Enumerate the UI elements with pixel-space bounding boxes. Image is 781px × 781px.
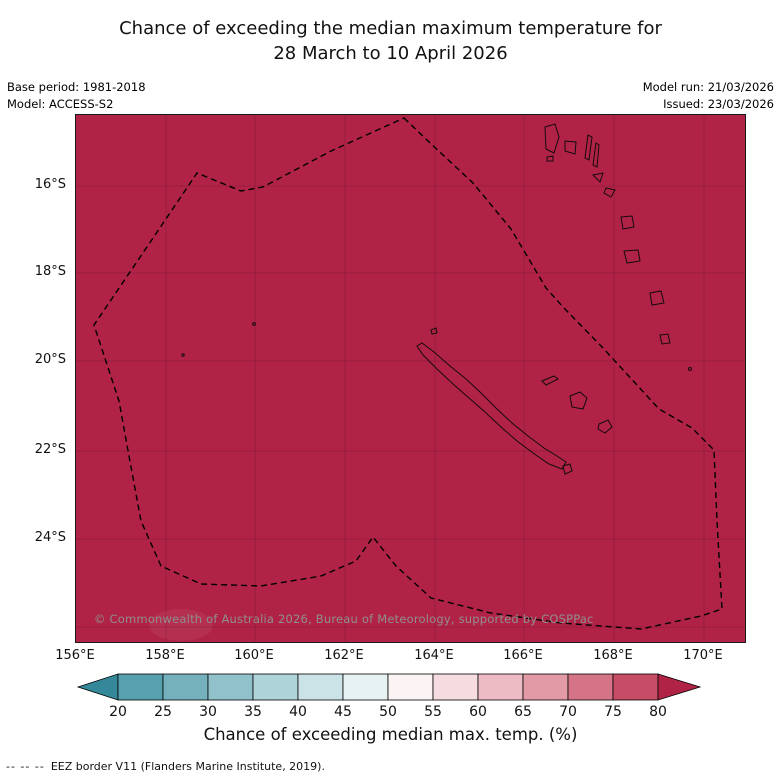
colorbar-segment xyxy=(567,673,614,701)
colorbar-segment xyxy=(297,673,344,701)
colorbar-segment xyxy=(387,673,434,701)
page-title-line2: 28 March to 10 April 2026 xyxy=(273,43,508,64)
colorbar-tick: 75 xyxy=(604,704,622,720)
island-outline-grande-terre xyxy=(416,342,567,470)
island-outline-erromango xyxy=(623,249,641,264)
y-axis-label: 22°S xyxy=(34,442,66,457)
island-outline-pentecost xyxy=(584,134,593,161)
eez-border xyxy=(93,117,723,630)
colorbar-tick: 80 xyxy=(649,704,667,720)
island-outline-ouvea xyxy=(541,375,559,386)
island-outline-malakula xyxy=(564,140,577,155)
island-outline-reef-west xyxy=(181,353,185,357)
island-outline-aneityum xyxy=(659,333,671,345)
colorbar-segment xyxy=(432,673,479,701)
colorbar-segment xyxy=(207,673,254,701)
island-outline-walpole xyxy=(688,367,692,371)
colorbar-right-arrow xyxy=(657,673,702,701)
island-outlines xyxy=(181,123,692,475)
colorbar-segment xyxy=(477,673,524,701)
colorbar-segment xyxy=(117,673,164,701)
map-canvas xyxy=(76,115,745,642)
island-outline-efate xyxy=(620,215,635,230)
colorbar-tick: 50 xyxy=(379,704,397,720)
island-outline-mare xyxy=(597,419,613,434)
colorbar-segment xyxy=(252,673,299,701)
page-title: Chance of exceeding the median maximum t… xyxy=(0,16,781,66)
island-outline-malo xyxy=(546,155,554,162)
island-outline-belep xyxy=(430,327,438,335)
eez-legend: -- -- -- EEZ border V11 (Flanders Marine … xyxy=(6,760,325,773)
y-axis-label: 16°S xyxy=(34,177,66,192)
island-outline-tanna xyxy=(649,290,665,306)
colorbar-title: Chance of exceeding median max. temp. (%… xyxy=(203,725,578,744)
colorbar-tick: 60 xyxy=(469,704,487,720)
x-axis-label: 168°E xyxy=(593,648,633,663)
colorbar-left-arrow xyxy=(76,673,119,701)
forecast-map: © Commonwealth of Australia 2026, Bureau… xyxy=(75,114,746,643)
cosppac-logo-watermark xyxy=(149,609,213,641)
copyright-watermark: © Commonwealth of Australia 2026, Bureau… xyxy=(94,612,594,626)
colorbar-tick: 65 xyxy=(514,704,532,720)
colorbar-tick: 40 xyxy=(289,704,307,720)
x-axis-label: 156°E xyxy=(55,648,95,663)
island-outline-epi xyxy=(603,187,616,198)
meta-right: Model run: 21/03/2026 Issued: 23/03/2026 xyxy=(643,79,774,113)
y-axis-label: 18°S xyxy=(34,264,66,279)
meta-left: Base period: 1981-2018 Model: ACCESS-S2 xyxy=(7,79,146,113)
eez-legend-dash-sample: -- -- -- xyxy=(6,760,45,773)
colorbar-segment xyxy=(612,673,659,701)
colorbar-tick: 45 xyxy=(334,704,352,720)
colorbar-segment xyxy=(162,673,209,701)
island-outline-chesterfield xyxy=(252,322,256,326)
colorbar-tick: 30 xyxy=(199,704,217,720)
grid-lines xyxy=(76,115,745,642)
island-outline-isle-of-pines xyxy=(562,463,573,475)
issued-label: Issued: 23/03/2026 xyxy=(663,97,774,111)
x-axis-label: 170°E xyxy=(683,648,723,663)
colorbar-tick: 35 xyxy=(244,704,262,720)
x-axis-label: 160°E xyxy=(234,648,274,663)
page-title-line1: Chance of exceeding the median maximum t… xyxy=(119,18,662,39)
eez-legend-label: EEZ border V11 (Flanders Marine Institut… xyxy=(50,760,325,773)
y-axis-label: 20°S xyxy=(34,352,66,367)
model-label: Model: ACCESS-S2 xyxy=(7,97,114,111)
island-outline-espiritu-santo xyxy=(544,123,560,154)
colorbar-tick: 25 xyxy=(154,704,172,720)
y-axis-label: 24°S xyxy=(34,530,66,545)
x-axis-label: 158°E xyxy=(145,648,185,663)
x-axis-label: 164°E xyxy=(414,648,454,663)
base-period-label: Base period: 1981-2018 xyxy=(7,80,146,94)
x-axis-label: 162°E xyxy=(324,648,364,663)
colorbar-tick: 70 xyxy=(559,704,577,720)
colorbar-segment xyxy=(522,673,569,701)
model-run-label: Model run: 21/03/2026 xyxy=(642,80,774,94)
x-axis-label: 166°E xyxy=(503,648,543,663)
colorbar-segment xyxy=(342,673,389,701)
island-outline-ambrym xyxy=(591,172,604,183)
colorbar-tick: 20 xyxy=(109,704,127,720)
island-outline-lifou xyxy=(569,391,588,410)
colorbar-tick: 55 xyxy=(424,704,442,720)
colorbar xyxy=(76,673,702,701)
island-outline-maewo xyxy=(592,142,600,168)
